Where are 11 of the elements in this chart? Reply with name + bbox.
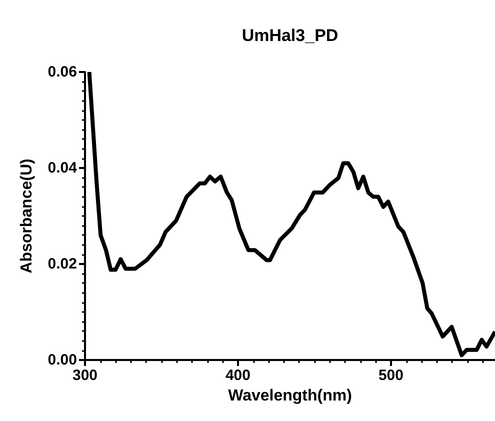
chart-title: UmHal3_PD <box>242 26 338 45</box>
y-tick-label: 0.06 <box>48 64 77 80</box>
y-tick-label: 0.04 <box>48 160 78 176</box>
x-tick-label: 500 <box>378 367 404 384</box>
y-tick-label: 0.02 <box>48 256 77 272</box>
y-axis-title: Absorbance(U) <box>18 158 36 274</box>
line-series <box>87 70 495 358</box>
x-tick-label: 300 <box>72 367 98 384</box>
x-tick-label: 400 <box>225 367 250 384</box>
x-axis-title: Wavelength(nm) <box>228 388 352 404</box>
y-tick-label: 0.00 <box>48 352 77 368</box>
